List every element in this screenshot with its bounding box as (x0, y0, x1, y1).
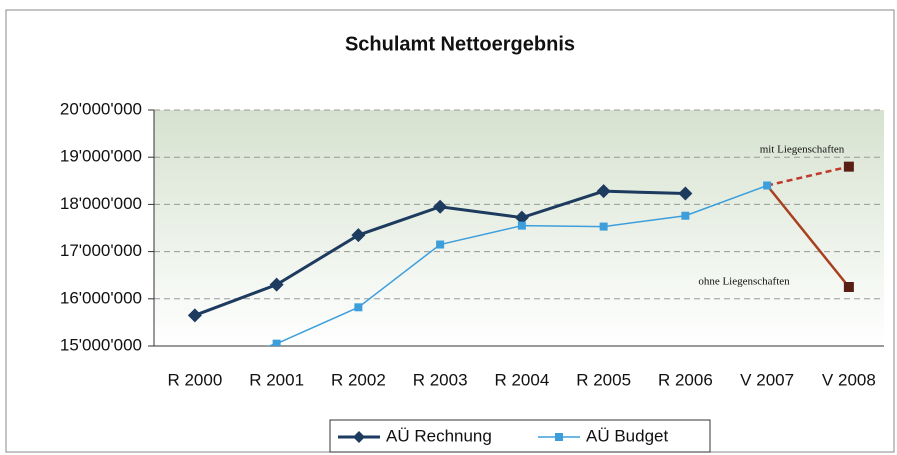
marker (269, 277, 284, 292)
marker (514, 210, 529, 225)
marker (843, 161, 854, 172)
marker (681, 211, 690, 220)
plot (187, 161, 854, 346)
y-tick-label: 17'000'000 (60, 241, 142, 260)
marker (596, 184, 611, 199)
marker (678, 186, 693, 201)
marker (436, 240, 445, 249)
marker (599, 222, 608, 231)
x-tick-label: R 2006 (658, 370, 713, 389)
y-tick-label: 20'000'000 (60, 99, 142, 118)
annotation: mit Liegenschaften (760, 144, 845, 156)
marker (433, 199, 448, 214)
x-tick-label: V 2008 (822, 370, 876, 389)
legend-marker (353, 431, 365, 443)
x-tick-label: R 2002 (331, 370, 386, 389)
x-tick-label: R 2004 (494, 370, 549, 389)
chart-title: Schulamt Nettoergebnis (345, 33, 575, 55)
x-tick-label: R 2003 (413, 370, 468, 389)
legend (329, 419, 711, 453)
y-tick-label: 15'000'000 (60, 335, 142, 354)
legend-label: AÜ Rechnung (386, 426, 492, 445)
y-tick-label: 18'000'000 (60, 194, 142, 213)
marker (517, 221, 526, 230)
x-tick-label: R 2001 (249, 370, 304, 389)
x-tick-label: R 2005 (576, 370, 631, 389)
annotation: ohne Liegenschaften (698, 276, 790, 288)
x-tick-label: R 2000 (167, 370, 222, 389)
y-tick-label: 16'000'000 (60, 288, 142, 307)
y-tick-label: 19'000'000 (60, 147, 142, 166)
marker (187, 308, 202, 323)
legend-label: AÜ Budget (586, 426, 668, 445)
marker (843, 282, 854, 292)
marker (351, 228, 366, 243)
series-line (266, 184, 768, 346)
marker (354, 303, 363, 312)
legend-marker (555, 433, 563, 441)
marker (763, 181, 772, 190)
x-tick-label: V 2007 (740, 370, 794, 389)
projection-line (766, 165, 850, 187)
projection-line (766, 184, 850, 288)
marker (272, 339, 281, 346)
